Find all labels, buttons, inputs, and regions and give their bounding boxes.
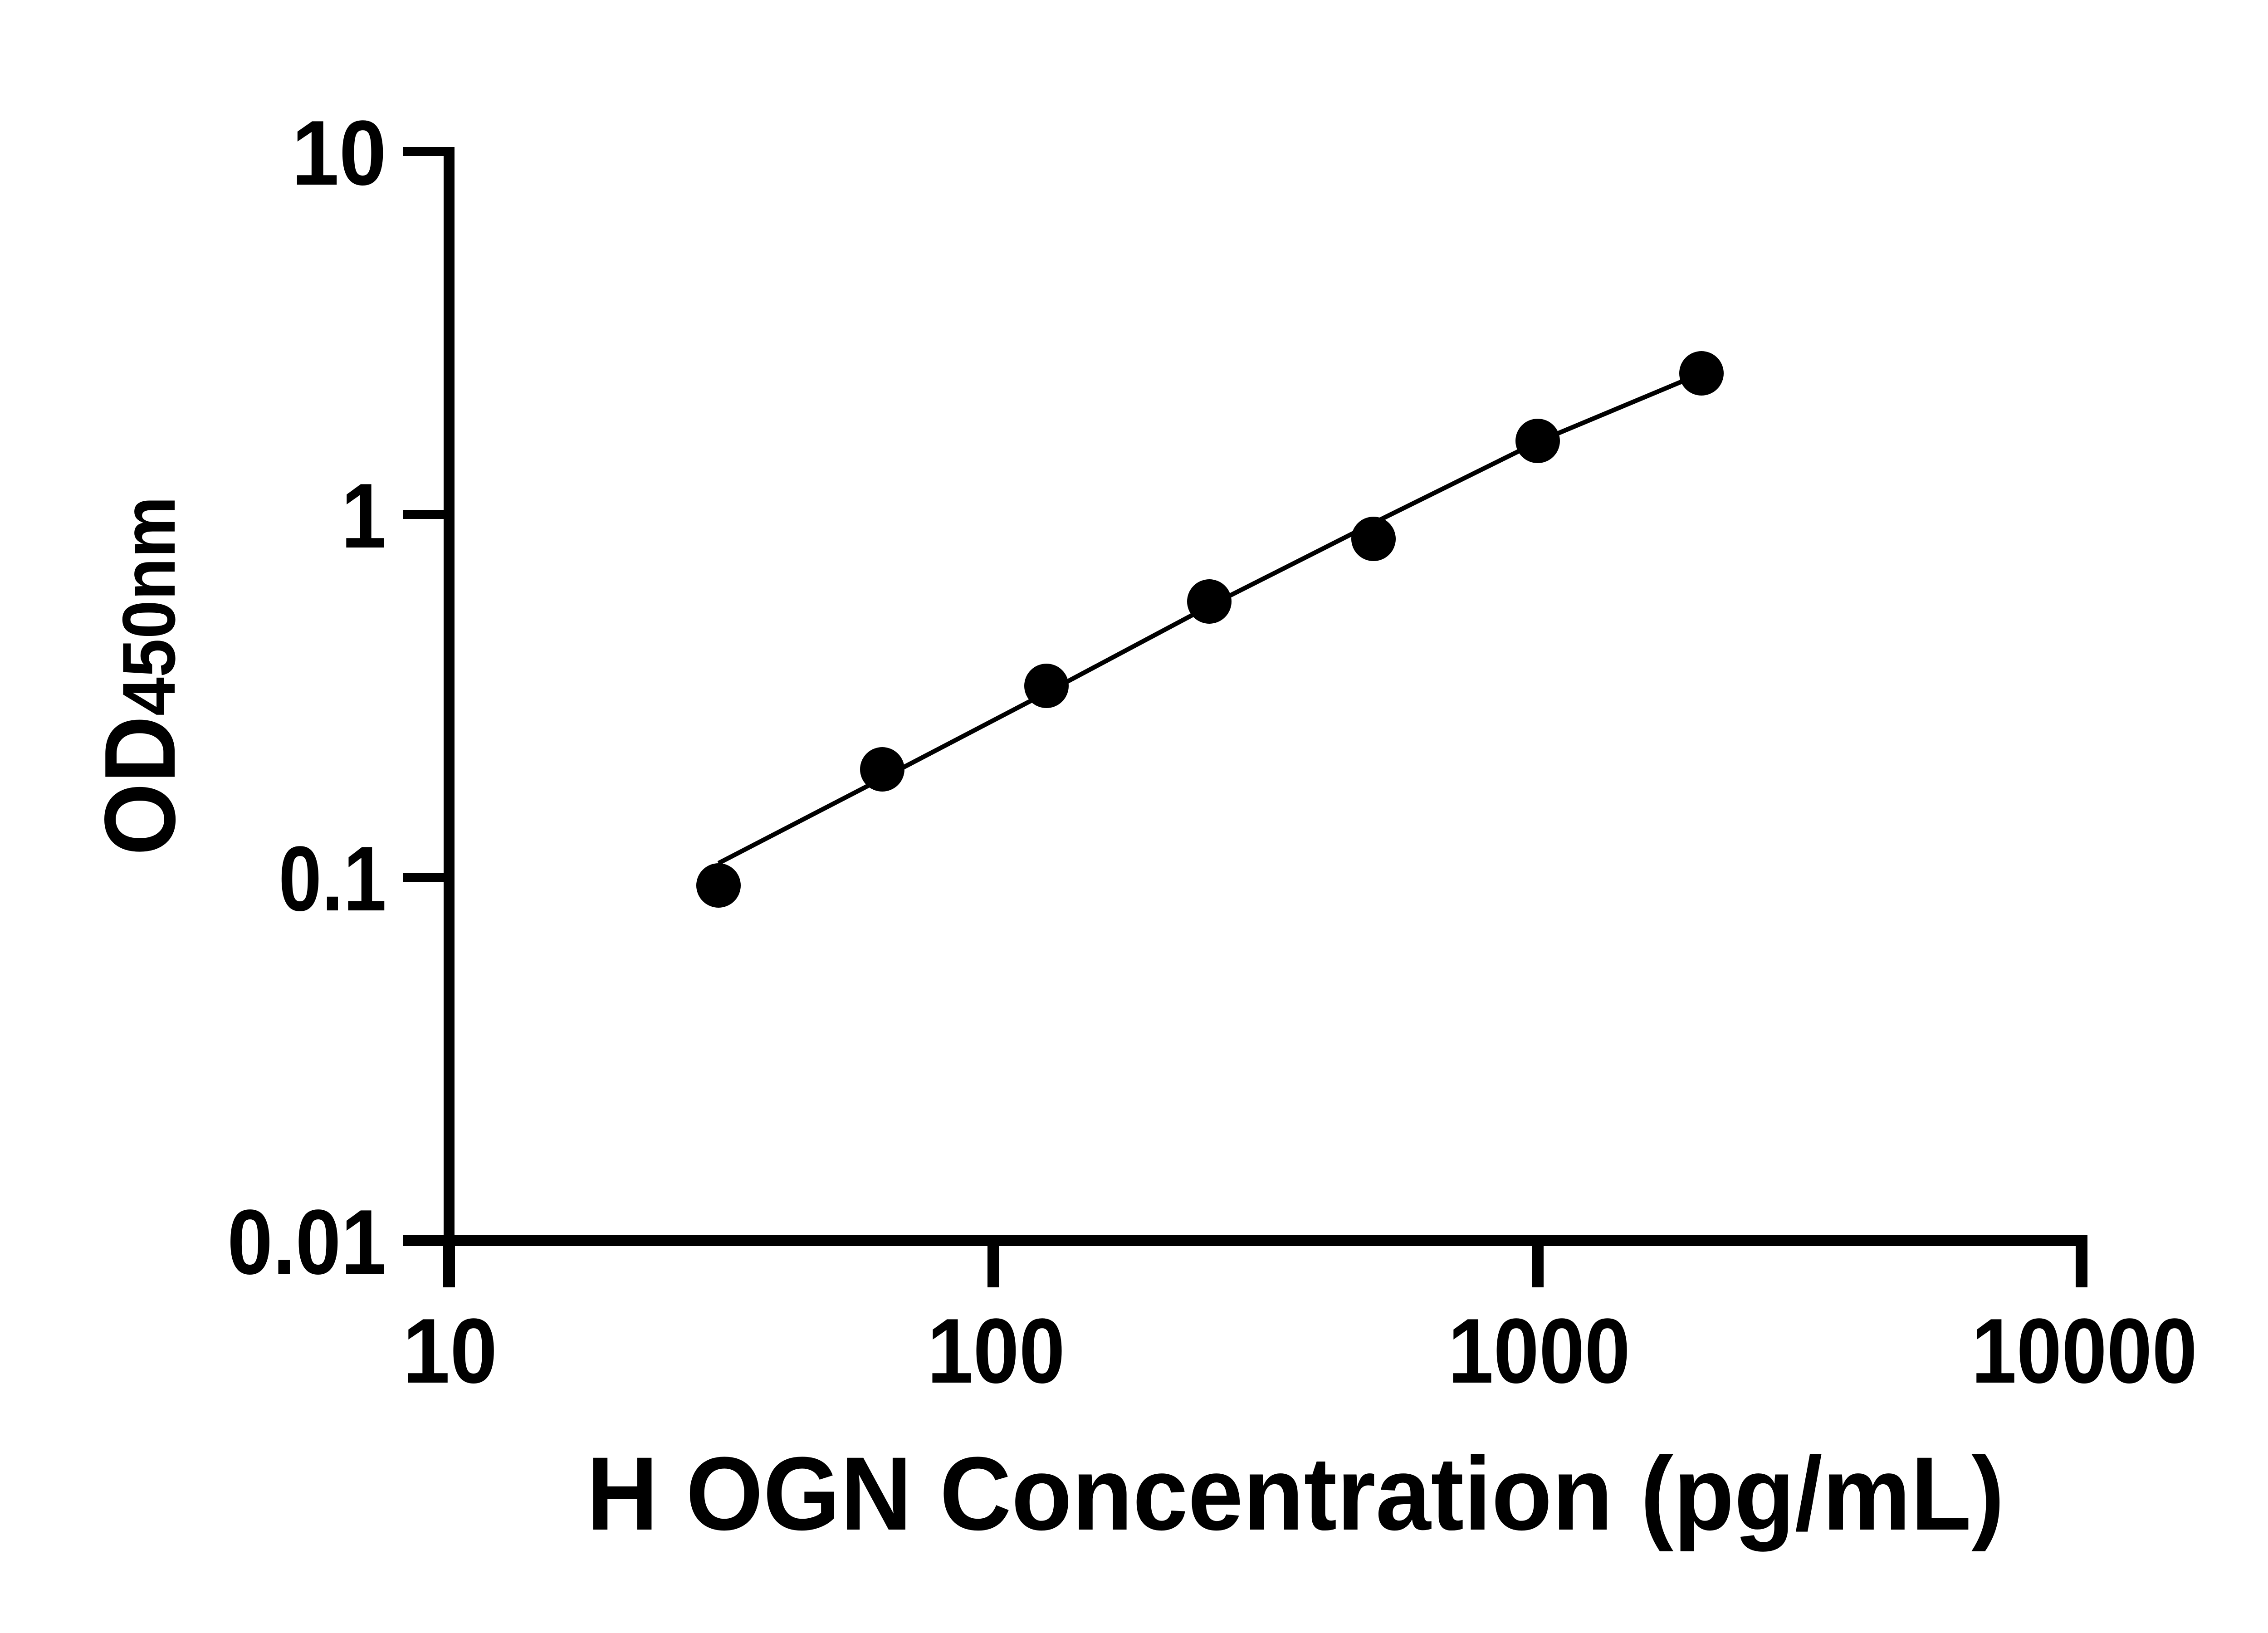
- svg-text:OD: OD: [84, 716, 196, 856]
- svg-text:H OGN Concentration (pg/mL): H OGN Concentration (pg/mL): [587, 1435, 2004, 1552]
- svg-text:1000: 1000: [1448, 1300, 1630, 1403]
- svg-text:0.1: 0.1: [279, 827, 386, 930]
- svg-text:10000: 10000: [1971, 1300, 2197, 1403]
- svg-text:0.01: 0.01: [227, 1191, 386, 1294]
- svg-text:10: 10: [403, 1300, 498, 1403]
- svg-text:1: 1: [341, 464, 386, 567]
- svg-text:100: 100: [927, 1300, 1065, 1403]
- svg-text:10: 10: [292, 102, 386, 205]
- svg-text:450nm: 450nm: [107, 496, 191, 716]
